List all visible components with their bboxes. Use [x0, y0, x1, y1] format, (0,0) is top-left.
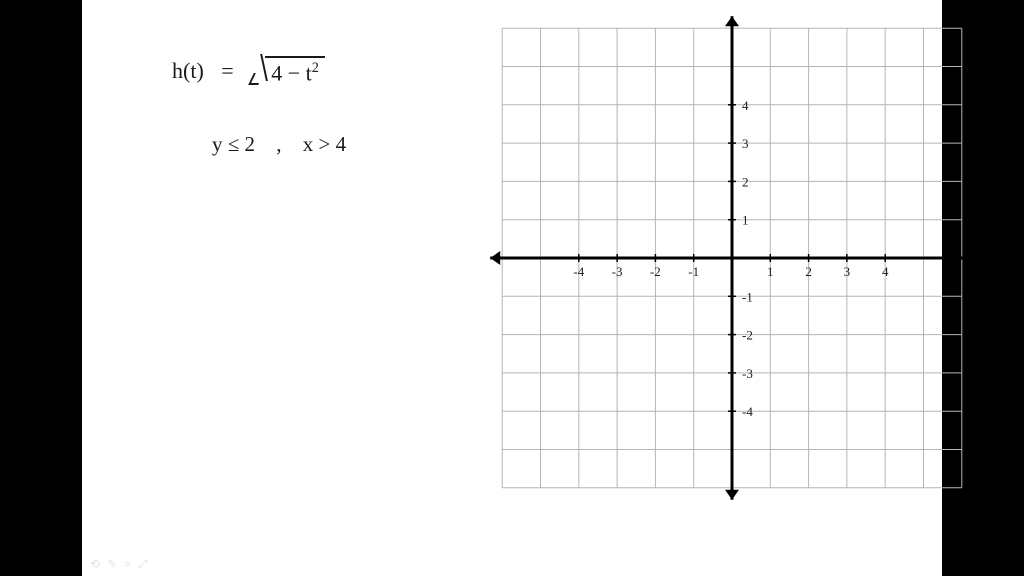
left-black-bar — [0, 0, 82, 576]
eq1-lhs: h(t) — [172, 58, 204, 84]
cond-y: y ≤ 2 — [212, 132, 255, 157]
stage: h(t) = 4 − t2 y ≤ 2 , x > 4 -4-3-2-11234… — [0, 0, 1024, 576]
toolbar-glyphs: ⟲ ✎ ≡ ⤢ — [90, 557, 149, 572]
content-area: h(t) = 4 − t2 y ≤ 2 , x > 4 -4-3-2-11234… — [82, 0, 942, 576]
svg-text:4: 4 — [882, 264, 889, 279]
svg-text:4: 4 — [742, 98, 749, 113]
svg-text:2: 2 — [742, 174, 749, 189]
svg-text:-3: -3 — [742, 366, 753, 381]
sqrt-symbol: 4 − t2 — [251, 56, 325, 86]
radicand-exp: 2 — [312, 60, 319, 76]
eq1-equals: = — [221, 58, 233, 84]
equation-conditions: y ≤ 2 , x > 4 — [212, 130, 346, 157]
toolbar-faint: ⟲ ✎ ≡ ⤢ — [90, 557, 149, 572]
svg-text:-3: -3 — [612, 264, 623, 279]
svg-text:-4: -4 — [742, 404, 753, 419]
svg-text:3: 3 — [742, 136, 749, 151]
svg-text:-2: -2 — [650, 264, 661, 279]
radicand: 4 − t2 — [265, 56, 325, 86]
svg-text:2: 2 — [805, 264, 812, 279]
cond-sep: , — [276, 132, 281, 157]
svg-text:-1: -1 — [688, 264, 699, 279]
svg-text:3: 3 — [844, 264, 851, 279]
svg-text:1: 1 — [767, 264, 774, 279]
svg-text:-4: -4 — [573, 264, 584, 279]
radicand-base: 4 − t — [271, 60, 312, 85]
svg-text:-2: -2 — [742, 328, 753, 343]
svg-text:-1: -1 — [742, 289, 753, 304]
svg-text:1: 1 — [742, 213, 749, 228]
coordinate-grid: -4 -3 -2 -1 1 2 3 4 4 3 2 1 -1 -2 -3 -4 — [482, 8, 982, 508]
equation-function: h(t) = 4 − t2 — [172, 56, 325, 86]
cond-x: x > 4 — [303, 132, 346, 157]
